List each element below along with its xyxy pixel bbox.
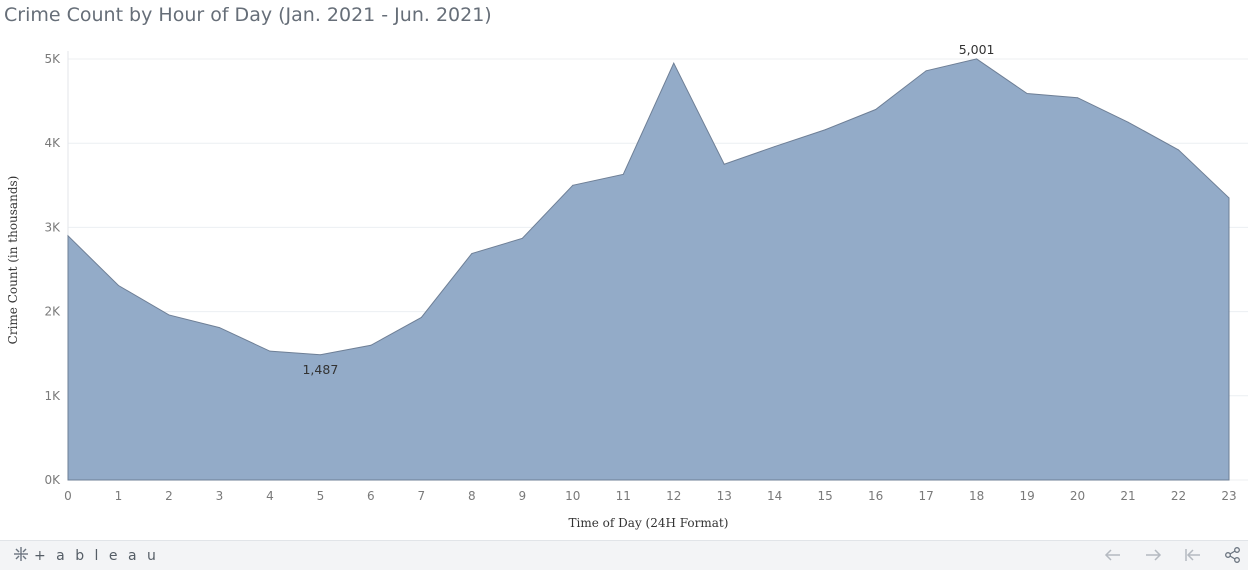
x-tick-label: 7 [418, 489, 426, 503]
data-point [673, 62, 675, 64]
data-point [1077, 97, 1079, 99]
x-tick-label: 11 [616, 489, 631, 503]
data-point [168, 314, 170, 316]
data-point [1127, 121, 1129, 123]
data-point [471, 253, 473, 255]
tableau-logo[interactable]: + a b l e a u [12, 545, 159, 567]
x-tick-label: 14 [767, 489, 782, 503]
x-tick-label: 6 [367, 489, 375, 503]
tableau-wordmark: + a b l e a u [34, 548, 159, 564]
data-point [1228, 197, 1230, 199]
x-tick-label: 10 [565, 489, 580, 503]
share-icon[interactable] [1219, 543, 1247, 567]
revert-start-icon[interactable] [1179, 543, 1207, 567]
data-points [67, 58, 1230, 356]
y-axis-title: Crime Count (in thousands) [6, 176, 20, 345]
data-point [117, 284, 119, 286]
x-tick-label: 19 [1019, 489, 1034, 503]
data-point [67, 235, 69, 237]
back-arrow-icon[interactable] [1099, 543, 1127, 567]
data-point [1178, 149, 1180, 151]
data-label: 1,487 [302, 362, 338, 377]
data-point [774, 146, 776, 148]
data-point [572, 184, 574, 186]
y-tick-label: 1K [44, 389, 61, 403]
data-point [370, 344, 372, 346]
x-axis-title: Time of Day (24H Format) [569, 516, 729, 530]
area-series [67, 58, 1230, 481]
y-tick-label: 4K [44, 136, 61, 150]
x-tick-label: 18 [969, 489, 984, 503]
data-point [723, 163, 725, 165]
x-tick-label: 15 [818, 489, 833, 503]
tableau-mark-icon [12, 545, 30, 567]
data-point [319, 354, 321, 356]
x-tick-label: 0 [64, 489, 72, 503]
data-labels: 1,487 5,001 [302, 42, 994, 377]
y-tick-label: 2K [44, 305, 61, 319]
x-tick-label: 21 [1120, 489, 1135, 503]
y-tick-label: 3K [44, 220, 61, 234]
x-tick-label: 20 [1070, 489, 1085, 503]
data-point [875, 109, 877, 111]
viz-toolbar: + a b l e a u [0, 540, 1248, 570]
data-point [925, 70, 927, 72]
x-tick-label: 16 [868, 489, 883, 503]
data-point [976, 58, 978, 60]
x-tick-label: 23 [1221, 489, 1236, 503]
data-point [1026, 93, 1028, 95]
data-point [420, 316, 422, 318]
data-point [218, 327, 220, 329]
x-axis-ticks: 0 1 2 3 4 5 6 7 8 9 10 11 12 13 14 15 16 17 18 19 20 21 22 23 [64, 489, 1236, 503]
x-tick-label: 2 [165, 489, 173, 503]
y-tick-label: 0K [44, 473, 61, 487]
data-point [521, 237, 523, 239]
x-tick-label: 17 [918, 489, 933, 503]
x-tick-label: 22 [1171, 489, 1186, 503]
x-tick-label: 5 [317, 489, 325, 503]
y-tick-label: 5K [44, 52, 61, 66]
x-tick-label: 4 [266, 489, 274, 503]
x-tick-label: 3 [216, 489, 224, 503]
data-label: 5,001 [959, 42, 995, 57]
data-point [269, 350, 271, 352]
x-tick-label: 9 [518, 489, 526, 503]
chart-title: Crime Count by Hour of Day (Jan. 2021 - … [4, 4, 492, 26]
x-tick-label: 13 [717, 489, 732, 503]
data-point [824, 129, 826, 131]
forward-arrow-icon[interactable] [1139, 543, 1167, 567]
x-tick-label: 12 [666, 489, 681, 503]
data-point [622, 173, 624, 175]
x-tick-label: 1 [115, 489, 123, 503]
x-tick-label: 8 [468, 489, 476, 503]
y-axis-ticks: 0K 1K 2K 3K 4K 5K [44, 52, 61, 487]
